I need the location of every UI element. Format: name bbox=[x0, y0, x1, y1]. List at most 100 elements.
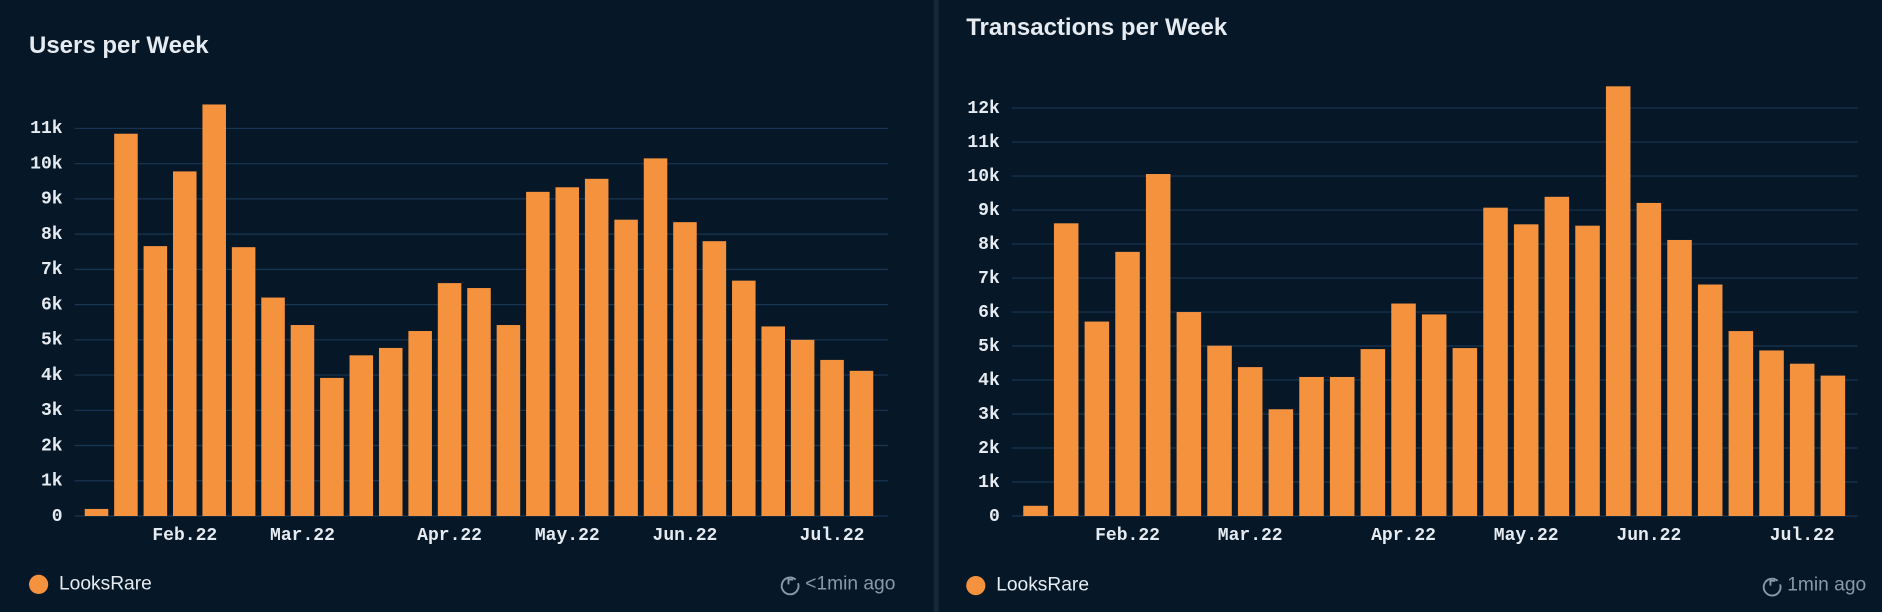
bar bbox=[349, 355, 374, 516]
x-tick-label: Mar.22 bbox=[270, 526, 335, 546]
bar bbox=[1513, 224, 1539, 516]
y-tick-label: 8k bbox=[41, 225, 63, 245]
y-tick-label: 11k bbox=[30, 119, 63, 139]
bar bbox=[378, 347, 403, 516]
bar bbox=[496, 325, 521, 516]
bar bbox=[1329, 376, 1355, 516]
x-tick-label: Mar.22 bbox=[1218, 526, 1283, 546]
bar bbox=[261, 297, 285, 516]
bar bbox=[202, 104, 226, 517]
bar bbox=[467, 288, 491, 516]
y-tick-label: 4k bbox=[978, 371, 1000, 391]
y-tick-label: 6k bbox=[41, 295, 63, 315]
bar bbox=[290, 325, 315, 516]
x-tick-label: Jul.22 bbox=[1770, 526, 1835, 546]
bar bbox=[1084, 321, 1110, 516]
bar bbox=[526, 191, 550, 516]
y-tick-label: 1k bbox=[978, 473, 1000, 493]
bar bbox=[437, 283, 462, 516]
bar bbox=[1053, 223, 1079, 516]
bar bbox=[1820, 375, 1846, 516]
bar bbox=[173, 171, 197, 516]
y-tick-label: 7k bbox=[41, 260, 63, 280]
bar bbox=[643, 158, 668, 516]
y-tick-label: 11k bbox=[967, 133, 1000, 153]
bar bbox=[1299, 376, 1324, 516]
bar bbox=[320, 377, 344, 516]
x-tick-label: Feb.22 bbox=[1095, 526, 1160, 546]
bar bbox=[820, 359, 844, 516]
bar bbox=[614, 219, 638, 516]
bar bbox=[1176, 312, 1202, 516]
chart-title: Transactions per Week bbox=[966, 14, 1228, 41]
bar bbox=[849, 370, 874, 516]
x-tick-label: Feb.22 bbox=[152, 526, 217, 546]
x-tick-label: Apr.22 bbox=[1371, 526, 1436, 546]
refresh-icon bbox=[1762, 577, 1782, 597]
bar bbox=[1759, 350, 1784, 516]
y-tick-label: 7k bbox=[978, 269, 1000, 289]
refresh-icon bbox=[780, 576, 800, 596]
bar bbox=[1728, 331, 1754, 516]
bar bbox=[1667, 239, 1692, 516]
bar bbox=[1145, 174, 1171, 516]
bar bbox=[790, 339, 815, 516]
bar bbox=[231, 247, 256, 516]
y-tick-label: 3k bbox=[978, 405, 1000, 425]
bar bbox=[761, 326, 785, 516]
bar bbox=[1544, 196, 1570, 516]
bar bbox=[114, 133, 138, 516]
y-tick-label: 0 bbox=[989, 507, 1000, 527]
bar bbox=[584, 178, 609, 516]
y-tick-label: 5k bbox=[978, 337, 1000, 357]
bar bbox=[1789, 363, 1815, 516]
bar bbox=[1452, 348, 1478, 516]
y-tick-label: 2k bbox=[41, 436, 63, 456]
bar bbox=[408, 331, 432, 516]
x-tick-label: Jun.22 bbox=[653, 526, 718, 546]
legend-label: LooksRare bbox=[996, 575, 1089, 596]
bar bbox=[673, 222, 697, 516]
y-tick-label: 4k bbox=[41, 366, 63, 386]
bar bbox=[1636, 202, 1662, 517]
bar bbox=[1115, 251, 1140, 516]
x-tick-label: Jul.22 bbox=[800, 526, 865, 546]
y-tick-label: 6k bbox=[978, 303, 1000, 323]
bar bbox=[1697, 284, 1723, 516]
bar bbox=[1483, 207, 1508, 516]
updated-note: 1min ago bbox=[1787, 575, 1866, 596]
y-tick-label: 10k bbox=[967, 167, 1000, 187]
bar bbox=[1237, 367, 1263, 516]
bar bbox=[1207, 345, 1232, 516]
bar bbox=[1268, 409, 1294, 516]
divider bbox=[933, 0, 939, 612]
bar bbox=[1391, 303, 1416, 516]
y-tick-label: 10k bbox=[30, 154, 63, 174]
bar bbox=[1360, 349, 1386, 516]
y-tick-label: 5k bbox=[41, 331, 63, 351]
x-tick-label: May.22 bbox=[1494, 526, 1559, 546]
legend-label: LooksRare bbox=[59, 573, 152, 594]
y-tick-label: 8k bbox=[978, 235, 1000, 255]
bar bbox=[555, 187, 580, 516]
legend-swatch bbox=[29, 574, 49, 594]
bar bbox=[1605, 86, 1631, 516]
y-tick-label: 3k bbox=[41, 401, 63, 421]
x-tick-label: Apr.22 bbox=[417, 526, 482, 546]
legend-swatch bbox=[966, 576, 986, 596]
bar bbox=[1575, 225, 1600, 516]
updated-note: <1min ago bbox=[805, 573, 895, 594]
bar bbox=[732, 280, 756, 516]
y-tick-label: 9k bbox=[978, 201, 1000, 221]
x-tick-label: Jun.22 bbox=[1616, 526, 1681, 546]
bar bbox=[1023, 505, 1048, 516]
y-tick-label: 1k bbox=[41, 472, 63, 492]
x-tick-label: May.22 bbox=[535, 526, 600, 546]
chart-title: Users per Week bbox=[29, 32, 209, 59]
y-tick-label: 2k bbox=[978, 439, 1000, 459]
y-tick-label: 9k bbox=[41, 190, 63, 210]
y-tick-label: 0 bbox=[52, 507, 63, 527]
bar bbox=[1421, 314, 1447, 516]
